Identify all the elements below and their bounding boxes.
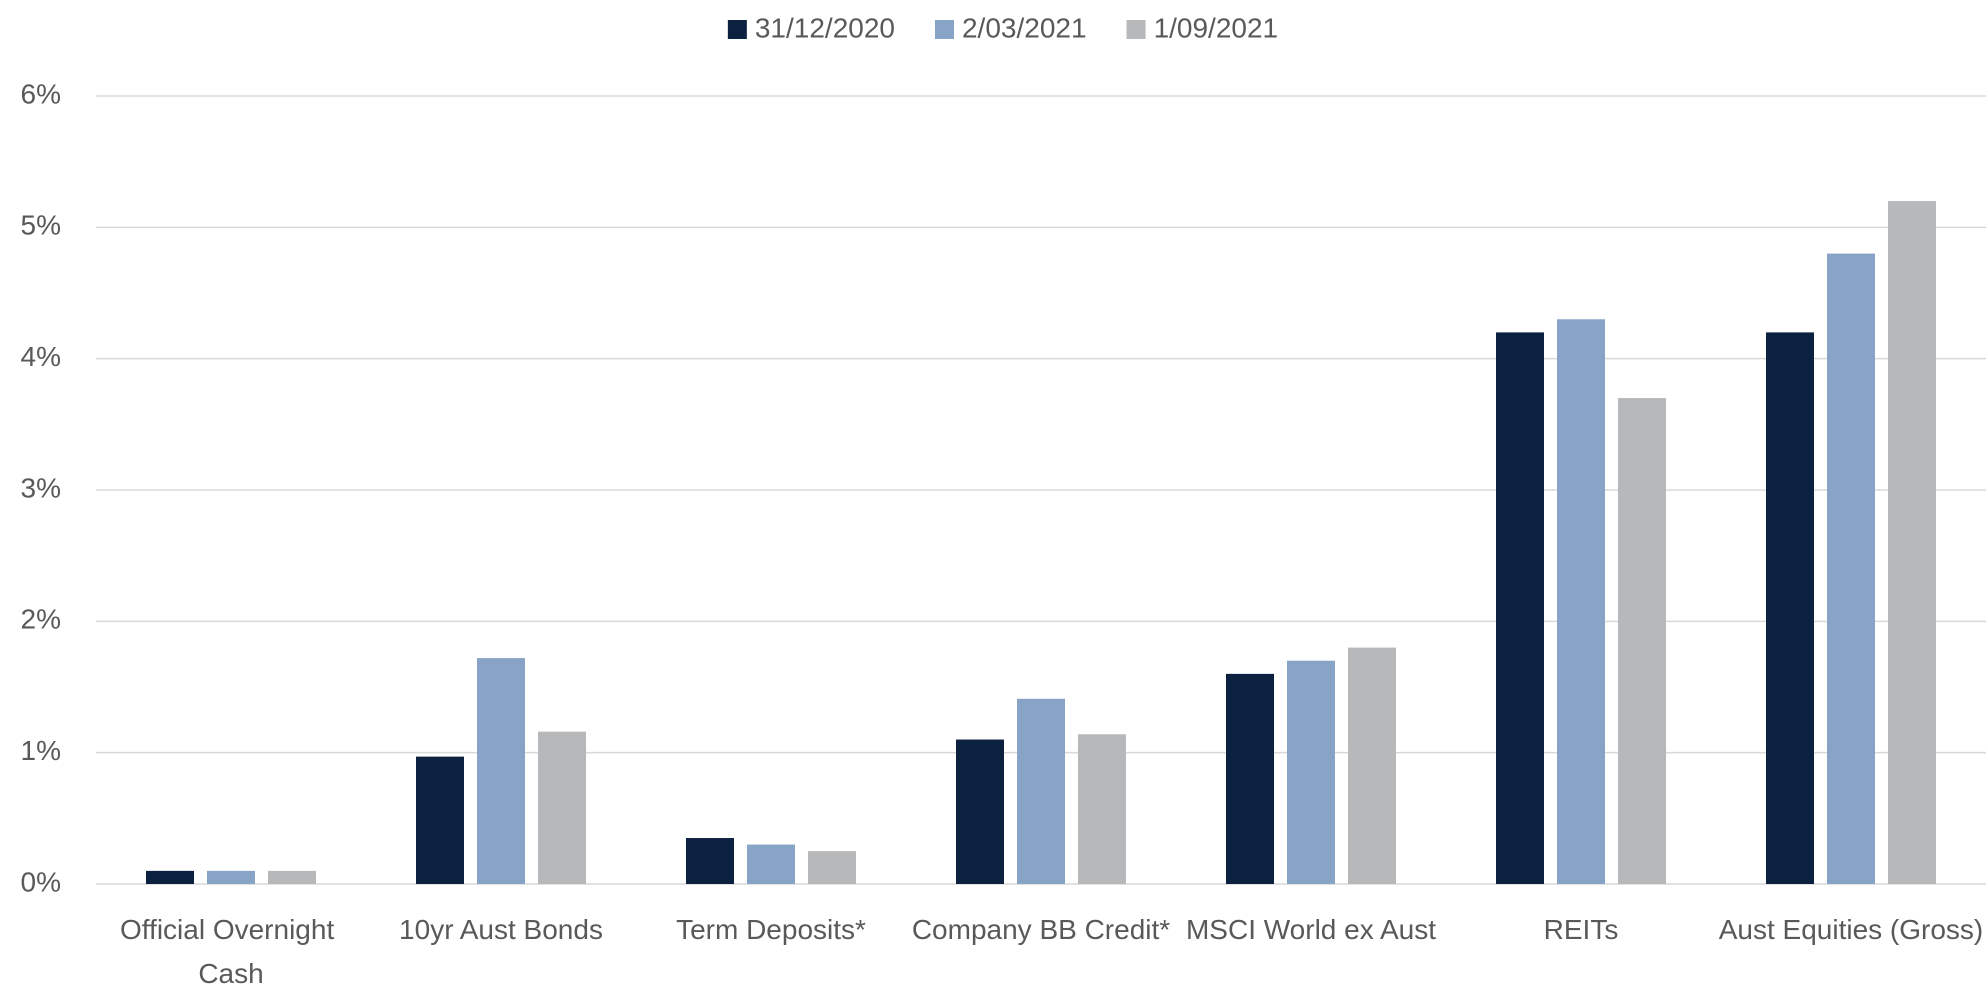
- bar: [1017, 698, 1065, 884]
- bar: [1827, 253, 1875, 885]
- bar: [1888, 201, 1936, 885]
- x-tick-label: REITs: [1544, 914, 1619, 945]
- bar: [268, 870, 316, 884]
- bar: [956, 739, 1004, 884]
- bar: [747, 844, 795, 884]
- legend-label: 31/12/2020: [755, 12, 895, 43]
- bar: [146, 870, 194, 884]
- y-tick-label: 0%: [21, 866, 61, 897]
- bar: [808, 851, 856, 884]
- bar: [1496, 332, 1544, 884]
- bar: [1618, 398, 1666, 884]
- y-tick-label: 2%: [21, 604, 61, 635]
- bar: [477, 658, 525, 884]
- x-tick-label: Official Overnight Cash: [120, 914, 342, 989]
- bar: [1557, 319, 1605, 884]
- y-tick-label: 3%: [21, 472, 61, 503]
- bar: [1226, 673, 1274, 884]
- bar: [1078, 734, 1126, 884]
- y-tick-label: 6%: [21, 78, 61, 109]
- x-tick-label: Company BB Credit*: [912, 914, 1170, 945]
- bar: [416, 756, 464, 884]
- y-tick-label: 4%: [21, 341, 61, 372]
- x-tick-label: Term Deposits*: [676, 914, 866, 945]
- legend-swatch: [1126, 20, 1146, 39]
- x-tick-label: 10yr Aust Bonds: [399, 914, 603, 945]
- bar: [538, 731, 586, 884]
- legend-label: 2/03/2021: [962, 12, 1087, 43]
- legend-swatch: [727, 20, 747, 39]
- y-tick-label: 5%: [21, 210, 61, 241]
- bar: [686, 838, 734, 884]
- x-tick-label: MSCI World ex Aust: [1186, 914, 1436, 945]
- bar: [1348, 647, 1396, 884]
- bar: [207, 870, 255, 884]
- x-tick-label: Aust Equities (Gross): [1719, 914, 1984, 945]
- y-tick-label: 1%: [21, 735, 61, 766]
- bar: [1766, 332, 1814, 884]
- legend-label: 1/09/2021: [1154, 12, 1279, 43]
- legend-swatch: [934, 20, 954, 39]
- bar: [1287, 660, 1335, 884]
